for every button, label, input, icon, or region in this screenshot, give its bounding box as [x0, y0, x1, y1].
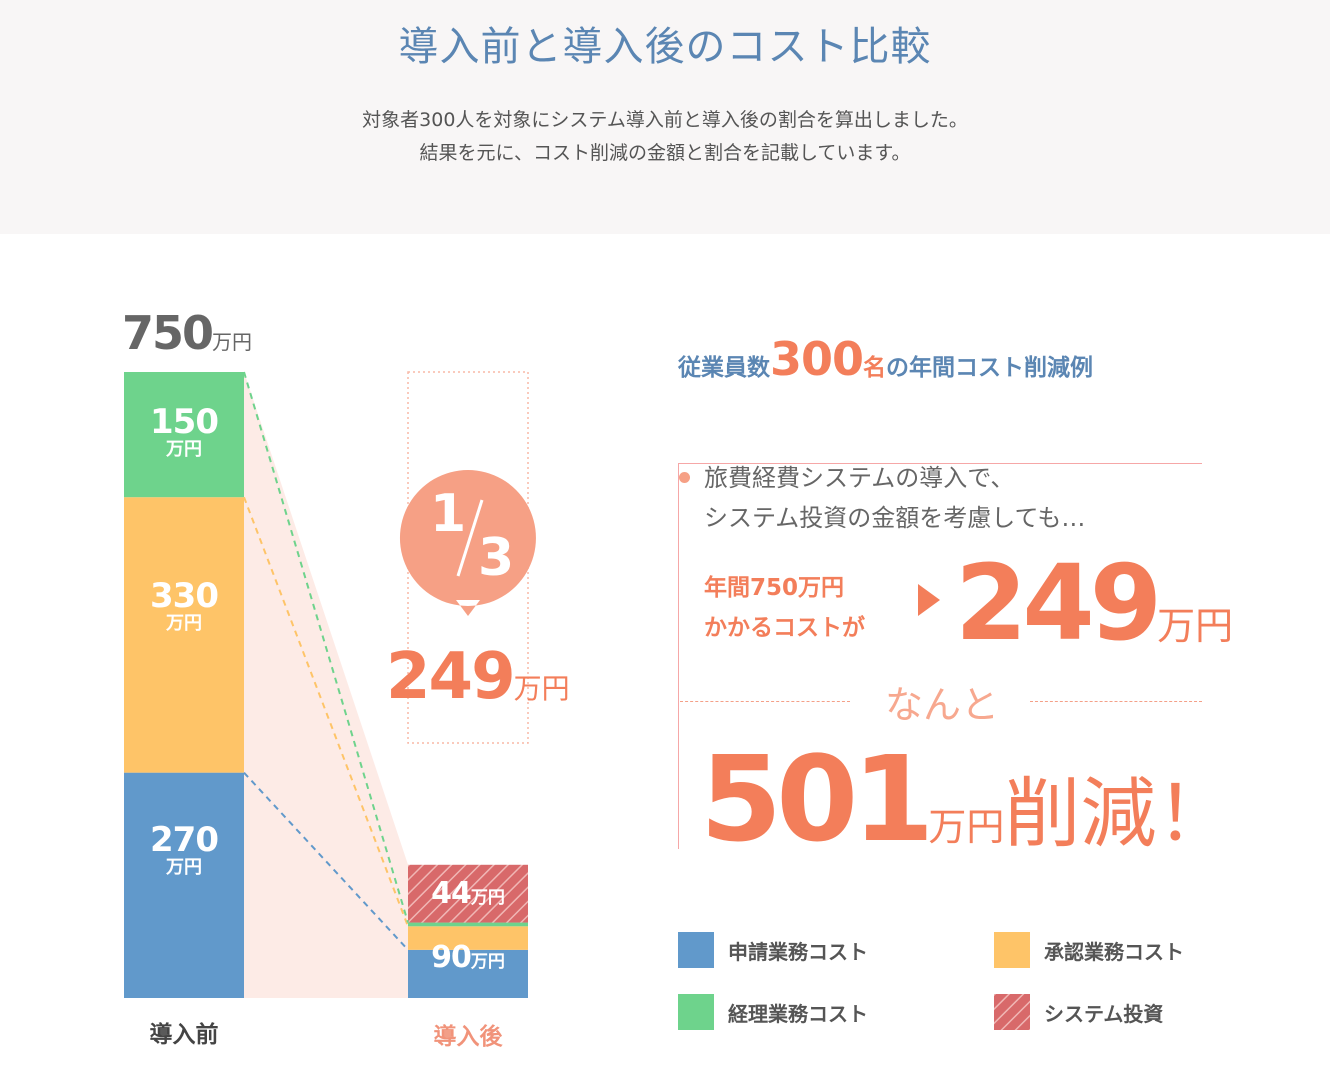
bar-layer: [124, 371, 528, 998]
legend-application: 申請業務コスト: [678, 932, 868, 968]
reduction-unit: 万円: [928, 805, 1005, 849]
description-line-1: 対象者300人を対象にシステム導入前と導入後の割合を算出しました。: [362, 109, 968, 131]
before-approval-unit: 万円: [166, 613, 202, 634]
panel-after-value: 249万円: [955, 542, 1233, 664]
description-line-2: 結果を元に、コスト削減の金額と割合を記載しています。: [419, 142, 911, 164]
after-total-unit: 万円: [513, 672, 570, 705]
bar-1-segment-3: [408, 864, 528, 923]
from-line-2: かかるコストが: [704, 615, 865, 641]
page-title: 導入前と導入後のコスト比較: [398, 24, 932, 70]
before-application-value: 270: [150, 820, 219, 860]
legend-label-system: システム投資: [1044, 1001, 1164, 1026]
after-system-label: 108万円: [408, 757, 528, 792]
bar-0-segment-1: [124, 497, 244, 773]
after-system-value: 108: [421, 757, 482, 792]
subtitle-unit: 名: [863, 355, 887, 381]
reduction-number: 501: [700, 730, 934, 868]
after-application-unit: 万円: [470, 952, 505, 972]
legend-accounting: 経理業務コスト: [678, 994, 868, 1030]
panel-subtitle: 従業員数300名の年間コスト削減例: [678, 332, 1093, 386]
legend-system: システム投資: [994, 994, 1163, 1030]
panel-nanto: なんと: [884, 683, 999, 727]
bar-1-segment-1: [408, 926, 528, 950]
divider-right: [1030, 701, 1202, 702]
after-total-value: 249: [386, 640, 516, 714]
panel-from-text: 年間750万円 かかるコストが: [704, 568, 865, 648]
header-band: 導入前と導入後のコスト比較 対象者300人を対象にシステム導入前と導入後の割合を…: [0, 0, 1330, 234]
connector-line-0: [243, 771, 409, 951]
from-line-1: 年間750万円: [704, 575, 845, 601]
before-application-unit: 万円: [166, 857, 202, 878]
legend-swatch-approval: [994, 932, 1030, 968]
connector-line-2: [243, 371, 409, 923]
category-label-after: 導入後: [433, 1024, 503, 1050]
after-approval-label: 44万円: [408, 876, 528, 911]
bar-1-segment-2: [408, 922, 528, 927]
before-approval-value: 330: [150, 576, 219, 616]
legend-swatch-system: [994, 994, 1030, 1030]
panel-after-unit: 万円: [1157, 604, 1234, 648]
panel-reduction: 501万円削減！: [700, 730, 1232, 868]
divider-left: [680, 701, 850, 702]
category-label-before: 導入前: [149, 1022, 219, 1048]
panel-lead: 旅費経費システムの導入で、 システム投資の金額を考慮しても…: [704, 458, 1085, 538]
subtitle-suffix: の年間コスト削減例: [886, 355, 1094, 381]
connector-area: [244, 372, 408, 998]
ratio-slash: [456, 499, 484, 577]
bar-0-segment-2: [124, 372, 244, 498]
after-accounting-label: 7万円: [408, 818, 528, 853]
lead-line-1: 旅費経費システムの導入で、: [704, 464, 1015, 492]
legend-label-application: 申請業務コスト: [728, 939, 868, 964]
panel-after-number: 249: [955, 542, 1162, 664]
before-total-unit: 万円: [212, 330, 253, 354]
connector-layer: [244, 372, 408, 998]
after-total-label: 249万円: [386, 640, 570, 714]
before-application-label: 270 万円: [124, 822, 244, 878]
before-total-label: 750万円: [122, 306, 252, 360]
legend-label-approval: 承認業務コスト: [1044, 939, 1184, 964]
legend-approval: 承認業務コスト: [994, 932, 1184, 968]
arrow-right-icon: [918, 584, 940, 616]
ratio-denominator: 3: [478, 528, 515, 588]
legend-swatch-accounting: [678, 994, 714, 1030]
cost-comparison-chart: [124, 371, 536, 998]
before-accounting-unit: 万円: [166, 439, 202, 460]
ratio-bubble-label: 1 3: [400, 470, 536, 606]
after-application-value: 90: [431, 940, 472, 975]
after-accounting-unit: 万円: [460, 830, 495, 850]
before-accounting-label: 150 万円: [124, 404, 244, 460]
reduction-word: 削減！: [1004, 769, 1233, 858]
before-approval-label: 330 万円: [124, 578, 244, 634]
legend-label-accounting: 経理業務コスト: [728, 1001, 868, 1026]
after-approval-unit: 万円: [470, 888, 505, 908]
after-application-label: 90万円: [408, 940, 528, 975]
ratio-numerator: 1: [430, 484, 467, 544]
page-description: 対象者300人を対象にシステム導入前と導入後の割合を算出しました。 結果を元に、…: [0, 104, 1330, 170]
subtitle-prefix: 従業員数: [678, 355, 770, 381]
after-approval-value: 44: [431, 876, 472, 911]
legend-swatch-application: [678, 932, 714, 968]
lead-bullet-icon: [679, 472, 690, 483]
subtitle-number: 300: [770, 332, 864, 386]
before-total-value: 750: [122, 306, 214, 360]
after-accounting-value: 7: [441, 818, 462, 853]
lead-line-2: システム投資の金額を考慮しても…: [704, 504, 1086, 532]
bar-0-segment-0: [124, 772, 244, 998]
before-accounting-value: 150: [150, 402, 219, 442]
panel-frame: [678, 463, 1202, 849]
bar-1-segment-0: [408, 949, 528, 998]
after-system-unit: 万円: [480, 769, 515, 789]
